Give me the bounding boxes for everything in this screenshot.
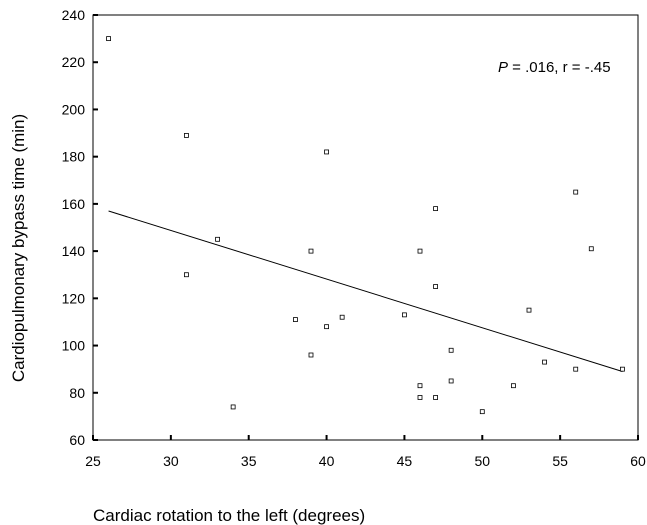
- y-tick-label: 140: [62, 243, 86, 259]
- y-tick-label: 160: [62, 196, 86, 212]
- x-tick-label: 30: [163, 453, 179, 469]
- data-point: [511, 383, 516, 389]
- y-tick-label: 180: [62, 149, 86, 165]
- x-tick-label: 35: [241, 453, 257, 469]
- data-point: [573, 189, 579, 195]
- data-point: [542, 359, 547, 365]
- data-point: [184, 133, 189, 138]
- data-point: [339, 314, 345, 320]
- data-point: [620, 366, 625, 372]
- data-point: [324, 324, 329, 330]
- y-tick-label: 60: [69, 432, 85, 448]
- data-point: [308, 352, 314, 358]
- y-tick-label: 200: [62, 101, 86, 117]
- data-point: [308, 248, 314, 254]
- data-point: [215, 236, 220, 242]
- x-tick-label: 40: [319, 453, 335, 469]
- y-tick-label: 240: [62, 7, 86, 23]
- x-tick-label: 60: [630, 453, 646, 469]
- fit-line: [108, 210, 623, 373]
- regression-line: [108, 210, 623, 373]
- plot-area: [92, 14, 639, 441]
- data-point: [402, 312, 407, 318]
- x-tick-label: 55: [552, 453, 568, 469]
- y-tick-label: 220: [62, 54, 86, 70]
- y-tick-label: 80: [69, 385, 85, 401]
- y-axis-title: Cardiopulmonary bypass time (min): [9, 114, 28, 382]
- x-tick-label: 45: [397, 453, 413, 469]
- data-point: [433, 284, 438, 289]
- data-points: [106, 36, 625, 415]
- x-axis-title: Cardiac rotation to the left (degrees): [93, 506, 365, 525]
- data-point: [573, 366, 579, 372]
- data-point: [448, 347, 454, 353]
- axes: 25 30 35 40 45 50 55 60 60 80 100 120 140 160 180 200 22…: [62, 7, 646, 469]
- data-point: [106, 36, 111, 42]
- data-point: [479, 409, 485, 415]
- data-point: [526, 307, 532, 313]
- data-point: [417, 383, 423, 389]
- data-point: [417, 248, 423, 254]
- data-point: [324, 149, 329, 155]
- x-tick-label: 50: [474, 453, 490, 469]
- data-point: [448, 378, 454, 384]
- data-point: [230, 404, 236, 410]
- stat-annotation: P = .016, r = -.45: [498, 59, 611, 76]
- data-point: [184, 272, 189, 278]
- y-tick-label: 120: [62, 290, 86, 306]
- data-point: [293, 317, 298, 322]
- p-label: P: [498, 59, 508, 76]
- data-point: [588, 246, 594, 252]
- stat-values: = .016, r = -.45: [508, 59, 611, 76]
- y-tick-label: 100: [62, 338, 86, 354]
- data-point: [433, 395, 438, 400]
- x-tick-label: 25: [85, 453, 101, 469]
- data-point: [417, 395, 423, 400]
- data-point: [433, 206, 438, 212]
